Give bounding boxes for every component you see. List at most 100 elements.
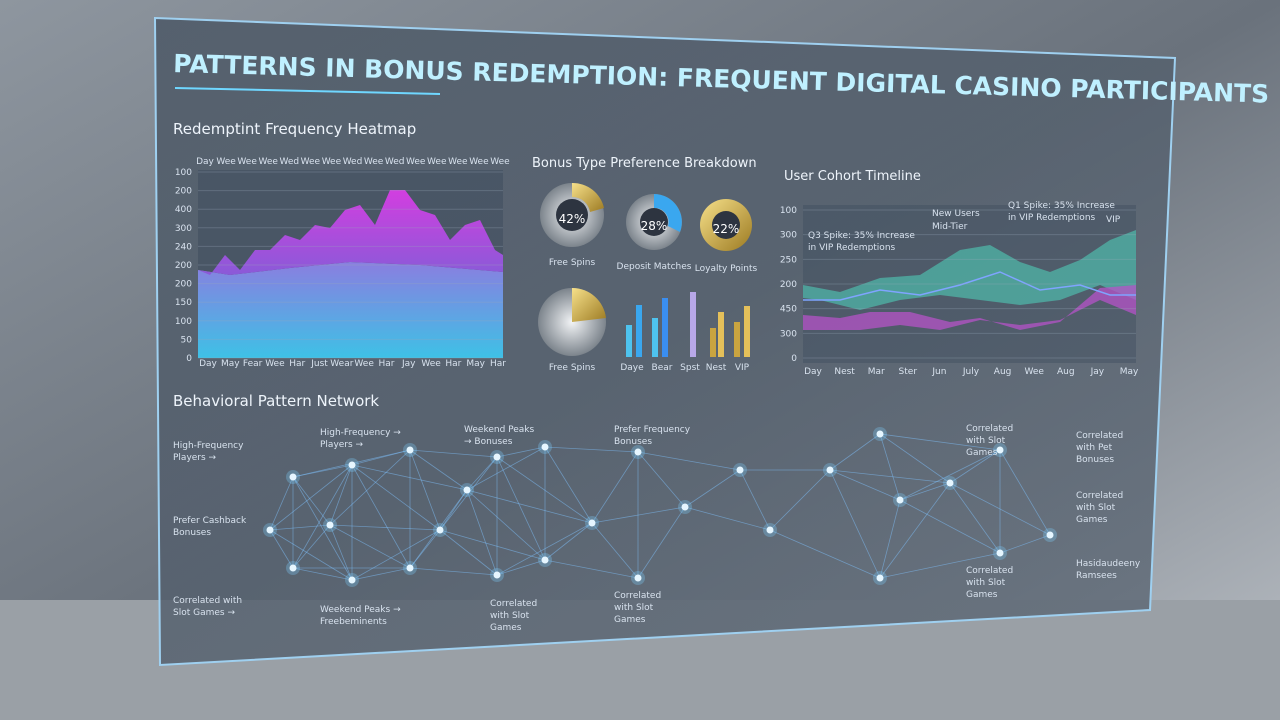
network-edge <box>591 506 686 524</box>
label: Jun <box>931 367 946 377</box>
label: New Users <box>932 209 980 219</box>
label-line: Prefer Frequency <box>614 425 691 435</box>
label: 0 <box>791 354 797 364</box>
label: Correlated with Slot Games <box>614 591 661 625</box>
label-line: New Users <box>932 209 980 219</box>
network-edge <box>439 489 468 531</box>
label: Prefer Frequency Bonuses <box>614 425 691 447</box>
network-edge <box>591 451 639 524</box>
label-line: Q3 Spike: 35% Increase <box>808 231 915 241</box>
network-edge <box>351 464 411 569</box>
network-edge <box>684 506 771 531</box>
label: 450 <box>780 305 797 315</box>
label: 100 <box>780 206 797 216</box>
label: Deposit Matches <box>617 262 692 272</box>
label: Weekend Peaks → Freebeminents <box>320 605 401 627</box>
label-line: with Slot <box>1076 503 1116 513</box>
network-edge <box>329 524 353 581</box>
network-node <box>1046 531 1054 539</box>
label-line: VIP <box>1106 215 1121 225</box>
label-line: Weekend Peaks <box>464 425 535 435</box>
network-node <box>289 564 297 572</box>
label: Daye <box>620 363 644 373</box>
label: Weekend Peaks → Bonuses <box>464 425 535 447</box>
network-edge <box>544 446 593 524</box>
network <box>263 427 1057 587</box>
label: Har <box>445 359 461 369</box>
label: 200 <box>175 280 192 290</box>
label: Correlated with Slot Games <box>490 599 537 633</box>
label: May <box>466 359 485 369</box>
label: July <box>962 367 980 377</box>
network-edge <box>999 534 1051 554</box>
label-line: Bonuses <box>173 528 211 538</box>
label-line: Bonuses <box>614 437 652 447</box>
label-line: with Pet <box>1076 443 1113 453</box>
network-edge <box>439 529 546 561</box>
network-edge <box>544 522 593 561</box>
network-edge <box>769 529 881 579</box>
network-node <box>493 571 501 579</box>
network-edge <box>496 456 546 561</box>
network-edge <box>829 469 951 484</box>
label: 200 <box>175 261 192 271</box>
network-edge <box>999 449 1051 536</box>
network-edge <box>269 529 294 569</box>
label: 400 <box>175 205 192 215</box>
network-title: Behavioral Pattern Network <box>173 392 379 410</box>
title-underline <box>174 87 441 95</box>
network-edge <box>292 464 353 569</box>
breakdown-title: Bonus Type Preference Breakdown <box>532 156 757 171</box>
network-edge <box>684 469 741 508</box>
network-edge <box>409 449 441 531</box>
label: Fear <box>243 359 263 369</box>
network-edge <box>351 464 468 491</box>
donut-slice <box>572 182 604 212</box>
label: 300 <box>175 224 192 234</box>
label-line: Slot Games → <box>173 608 235 618</box>
label: Wee <box>427 157 447 167</box>
label: Wee <box>421 359 441 369</box>
label: Jay <box>1090 367 1105 377</box>
network-edge <box>829 469 881 579</box>
label-line: Correlated <box>614 591 661 601</box>
label-line: Prefer Cashback <box>173 516 247 526</box>
label-line: Games <box>1076 515 1108 525</box>
pie-slice <box>572 287 606 322</box>
network-edge <box>439 456 498 531</box>
network-node <box>289 473 297 481</box>
label: Wee <box>448 157 468 167</box>
label-line: Correlated <box>966 424 1013 434</box>
label: Wed <box>343 157 363 167</box>
network-edge <box>496 456 593 524</box>
label: Correlated with Pet Bonuses <box>1076 431 1123 465</box>
network-edge <box>591 522 639 579</box>
network-edge <box>899 482 951 501</box>
network-edge <box>351 567 411 581</box>
label: Har <box>289 359 305 369</box>
label: Day <box>804 367 822 377</box>
label: VIP <box>1106 215 1121 225</box>
label-line: Games <box>966 590 998 600</box>
label: Loyalty Points <box>695 264 758 274</box>
network-edge <box>466 489 498 576</box>
label-line: with Slot <box>614 603 654 613</box>
donut-hole <box>556 199 588 231</box>
network-edge <box>879 499 901 579</box>
label: Wee <box>1024 367 1044 377</box>
label: Aug <box>1057 367 1075 377</box>
network-edge <box>269 464 353 531</box>
network-edge <box>466 456 498 491</box>
label: Har <box>490 359 506 369</box>
network-edge <box>409 449 468 491</box>
label-line: Q1 Spike: 35% Increase <box>1008 201 1115 211</box>
network-edge <box>496 522 593 576</box>
label: Wee <box>265 359 285 369</box>
label-line: Weekend Peaks → <box>320 605 401 615</box>
label: Day <box>199 359 217 369</box>
network-node <box>406 446 414 454</box>
network-edge <box>351 529 441 581</box>
network-edge <box>409 449 498 458</box>
network-edge <box>637 451 686 508</box>
heatmap-title: Redemptint Frequency Heatmap <box>173 120 416 138</box>
